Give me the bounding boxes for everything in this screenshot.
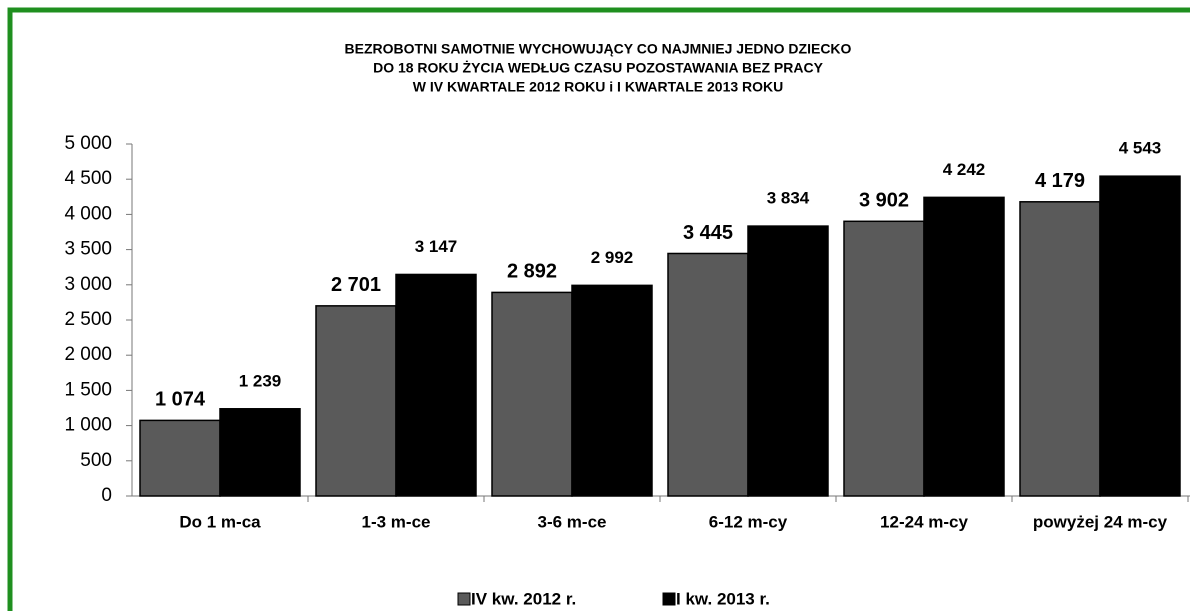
- bar: [219, 408, 301, 497]
- value-label: 4 179: [1035, 170, 1085, 192]
- value-label: 2 992: [591, 248, 634, 267]
- y-tick-label: 1 000: [64, 415, 112, 436]
- chart-title: W IV KWARTALE 2012 ROKU i I KWARTALE 201…: [413, 79, 784, 95]
- bar: [571, 284, 653, 497]
- y-tick-label: 2 500: [64, 309, 112, 330]
- bar: [747, 225, 829, 497]
- chart-title: BEZROBOTNI SAMOTNIE WYCHOWUJĄCY CO NAJMN…: [345, 41, 852, 57]
- legend-label: IV kw. 2012 r.: [471, 589, 576, 608]
- y-tick-label: 3 000: [64, 274, 112, 295]
- y-tick-label: 4 500: [64, 168, 112, 189]
- bar: [843, 220, 925, 497]
- y-tick-label: 500: [80, 450, 112, 471]
- legend-swatch: [457, 592, 471, 606]
- value-label: 3 445: [683, 222, 733, 244]
- value-label: 1 239: [239, 371, 282, 390]
- value-label: 4 242: [943, 160, 986, 179]
- legend-label: I kw. 2013 r.: [676, 589, 770, 608]
- value-label: 2 892: [507, 261, 557, 283]
- bar: [667, 252, 749, 497]
- y-tick-label: 2 000: [64, 344, 112, 365]
- value-label: 1 074: [155, 389, 206, 411]
- y-tick-label: 4 000: [64, 203, 112, 224]
- x-tick-label: powyżej 24 m-cy: [1033, 512, 1168, 531]
- y-tick-label: 5 000: [64, 133, 112, 154]
- value-label: 3 834: [767, 189, 810, 208]
- bar: [923, 196, 1005, 497]
- bar: [315, 305, 397, 497]
- bar: [139, 419, 221, 497]
- x-tick-label: 3-6 m-ce: [538, 512, 607, 531]
- value-label: 3 902: [859, 190, 909, 212]
- bar: [1019, 201, 1101, 497]
- y-tick-label: 3 500: [64, 239, 112, 260]
- value-label: 3 147: [415, 237, 458, 256]
- bar: [1099, 175, 1181, 497]
- x-tick-label: Do 1 m-ca: [179, 512, 261, 531]
- chart-title: DO 18 ROKU ŻYCIA WEDŁUG CZASU POZOSTAWAN…: [373, 60, 823, 76]
- x-tick-label: 12-24 m-cy: [880, 512, 968, 531]
- x-tick-label: 1-3 m-ce: [362, 512, 431, 531]
- bar: [491, 291, 573, 497]
- value-label: 4 543: [1119, 139, 1162, 158]
- legend-swatch: [662, 592, 676, 606]
- y-tick-label: 0: [101, 485, 112, 506]
- x-tick-label: 6-12 m-cy: [709, 512, 788, 531]
- bar: [395, 273, 477, 497]
- value-label: 2 701: [331, 274, 381, 296]
- y-tick-label: 1 500: [64, 379, 112, 400]
- frame: [7, 7, 1190, 611]
